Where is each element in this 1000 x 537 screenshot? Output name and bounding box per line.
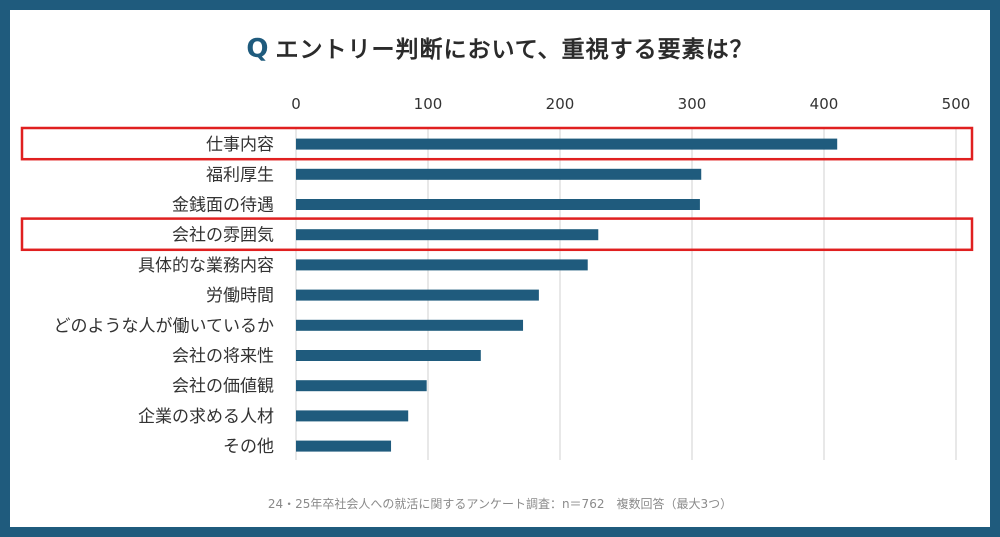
category-label: 具体的な業務内容: [138, 256, 274, 276]
category-label: 会社の雰囲気: [172, 226, 274, 246]
bar: [296, 168, 702, 180]
title-prefix: Q: [246, 34, 270, 64]
bar: [296, 350, 481, 361]
bar: [296, 259, 588, 271]
category-label: 労働時間: [206, 286, 274, 306]
bar: [296, 319, 524, 331]
category-label: 会社の将来性: [172, 347, 274, 367]
x-tick-label: 0: [291, 95, 301, 113]
bar: [296, 229, 599, 241]
title-text: エントリー判断において、重視する要素は？: [275, 37, 754, 63]
chart-title: Q エントリー判断において、重視する要素は？: [0, 30, 1000, 64]
bar: [296, 380, 427, 392]
category-label: 福利厚生: [206, 165, 274, 185]
footnote: 24・25年卒社会人への就活に関するアンケート調査：n＝762 複数回答（最大3…: [267, 497, 733, 511]
category-label: 会社の価値観: [172, 377, 274, 397]
bar: [296, 440, 392, 452]
bar: [296, 410, 409, 422]
x-tick-label: 200: [546, 95, 575, 113]
bar: [296, 289, 539, 301]
category-label: どのような人が働いているか: [54, 316, 275, 336]
bar: [296, 138, 838, 150]
x-tick-label: 100: [414, 95, 443, 113]
highlight-box: [20, 217, 974, 252]
category-label: 金銭面の待遇: [172, 196, 274, 216]
x-tick-label: 400: [810, 95, 839, 113]
category-label: 企業の求める人材: [138, 407, 274, 427]
category-label: 仕事内容: [206, 135, 274, 155]
category-label: その他: [223, 437, 274, 457]
highlight-box: [20, 126, 974, 161]
x-tick-label: 300: [678, 95, 707, 113]
x-tick-label: 500: [942, 95, 971, 113]
bar: [296, 199, 700, 210]
